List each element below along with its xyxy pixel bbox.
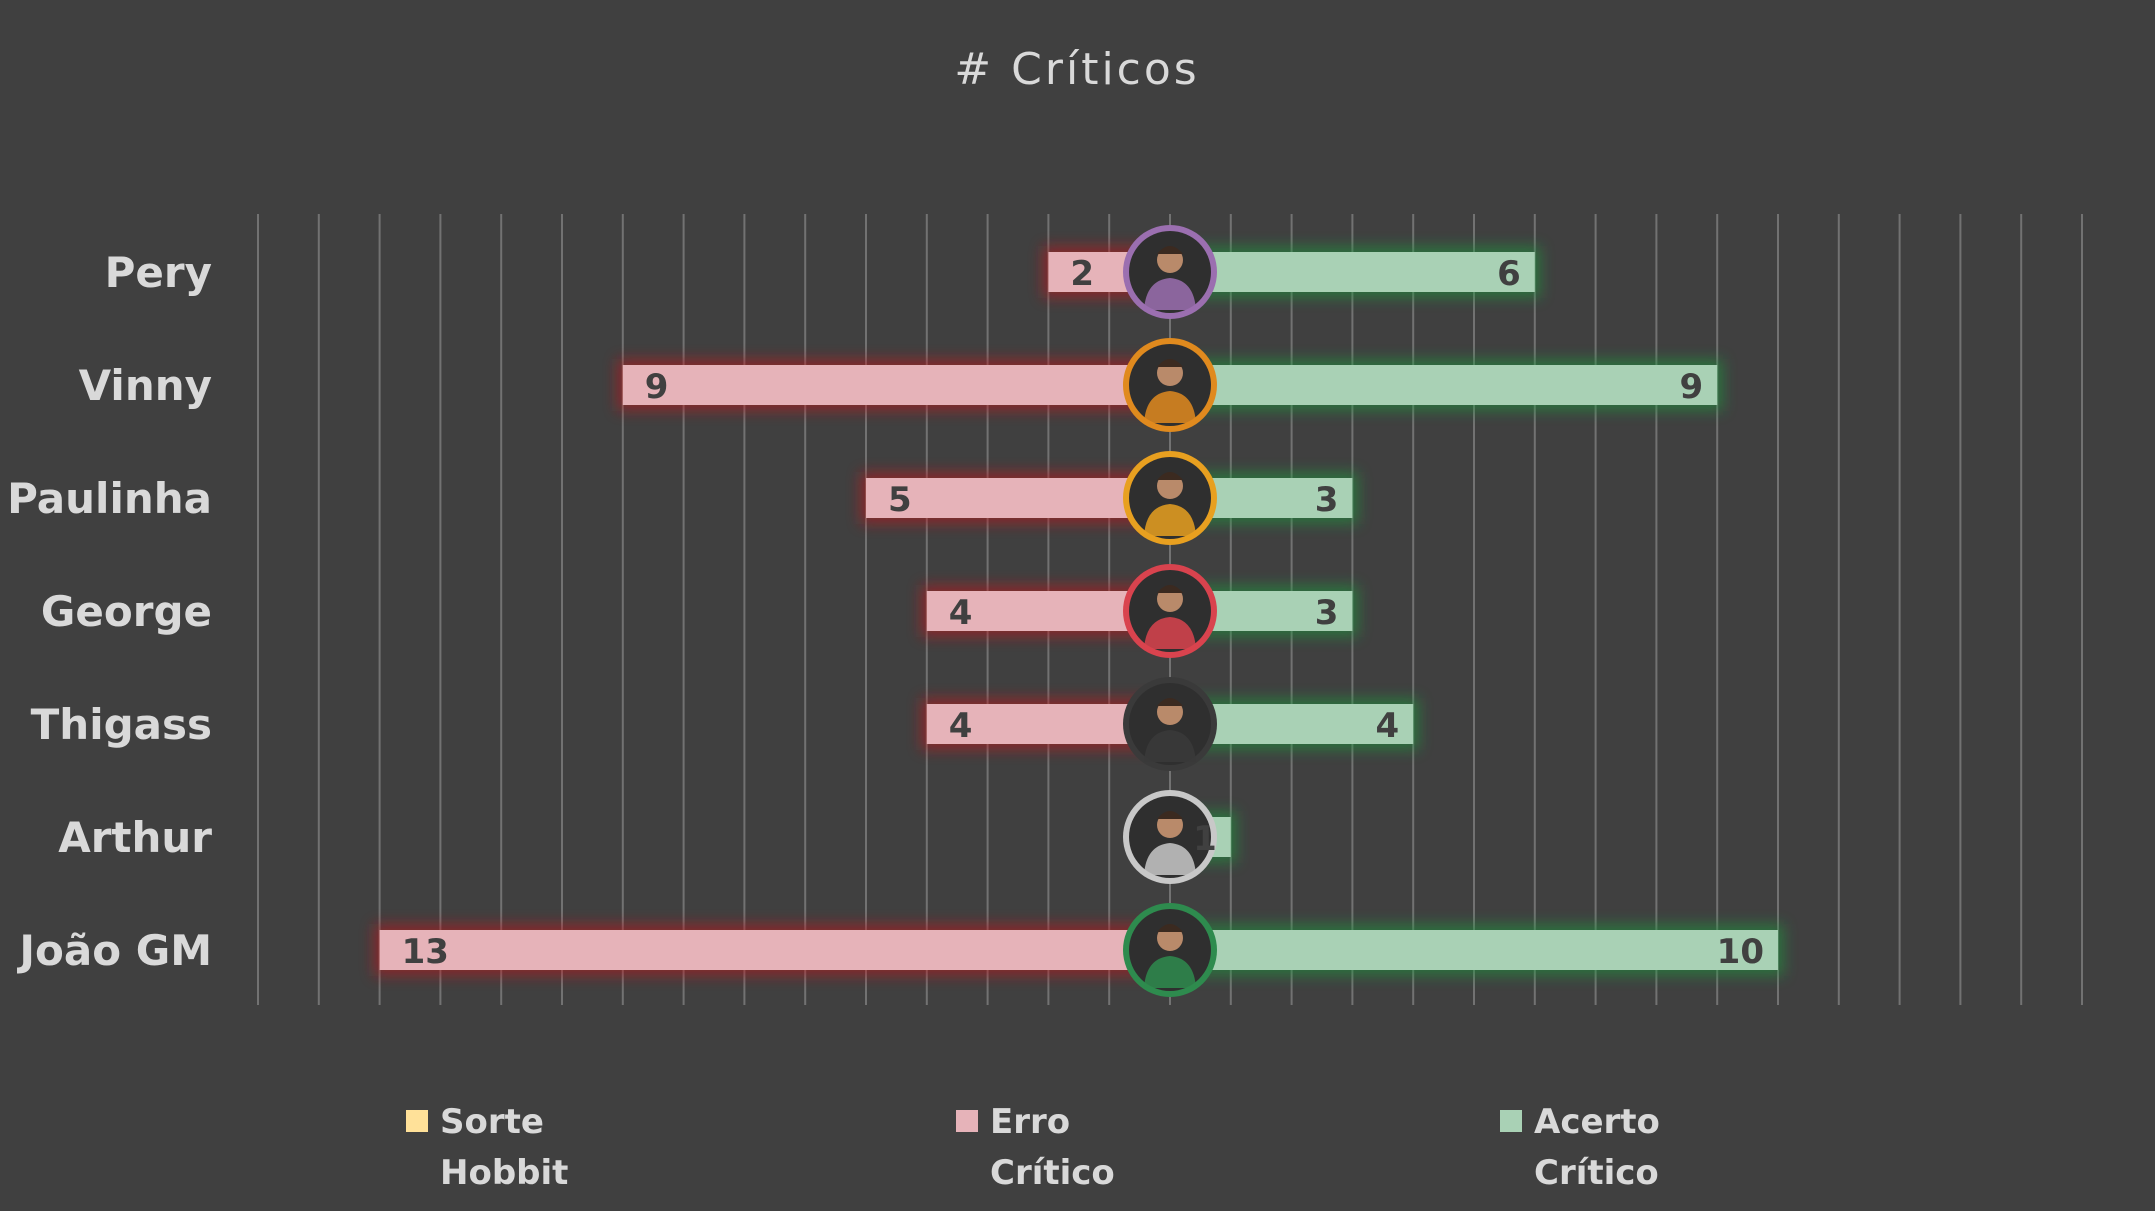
error-value-label: 4 [949,706,973,746]
bars-layer [373,246,1784,976]
legend-swatch [406,1110,428,1132]
category-label: Pery [105,248,212,297]
labels-layer: 2 6 9 9 5 3 4 3 4 4 1 13 10 [402,254,1764,972]
category-label: Paulinha [7,474,212,523]
hit-value-label: 9 [1680,367,1704,407]
legend-swatch [956,1110,978,1132]
avatar [1123,903,1217,997]
avatar [1123,338,1217,432]
hit-value-label: 1 [1193,819,1217,859]
error-bar [866,478,1170,518]
category-label: Thigass [31,700,212,749]
legend-label-line2: Crítico [1534,1153,1659,1193]
error-value-label: 13 [402,932,449,972]
avatar [1123,790,1217,884]
error-value-label: 5 [888,480,912,520]
hit-bar [1170,252,1535,292]
error-value-label: 2 [1070,254,1094,294]
hit-value-label: 6 [1497,254,1521,294]
legend-swatch [1500,1110,1522,1132]
hit-value-label: 10 [1717,932,1764,972]
hit-value-label: 3 [1315,480,1339,520]
avatar [1123,451,1217,545]
legend-label-line2: Hobbit [440,1153,568,1193]
chart-title: # Críticos [954,44,1199,95]
category-label: João GM [16,926,212,975]
hit-bar [1170,930,1778,970]
legend-label-line2: Crítico [990,1153,1115,1193]
avatars-layer [1123,225,1217,997]
legend: Sorte Hobbit Erro Crítico Acerto Crítico [406,1102,1660,1193]
category-label: Vinny [79,361,212,410]
error-value-label: 9 [645,367,669,407]
legend-label: Erro [990,1102,1070,1142]
hit-value-label: 3 [1315,593,1339,633]
category-label: Arthur [58,813,212,862]
avatar [1123,225,1217,319]
error-bar [622,365,1170,405]
error-bar [379,930,1171,970]
avatar [1123,564,1217,658]
avatar [1123,677,1217,771]
legend-label: Acerto [1534,1102,1660,1142]
category-labels: Pery Vinny Paulinha George Thigass Arthur João… [7,248,212,975]
hit-value-label: 4 [1376,706,1400,746]
hit-bar [1170,365,1718,405]
legend-label: Sorte [440,1102,544,1142]
error-value-label: 4 [949,593,973,633]
category-label: George [41,587,212,636]
